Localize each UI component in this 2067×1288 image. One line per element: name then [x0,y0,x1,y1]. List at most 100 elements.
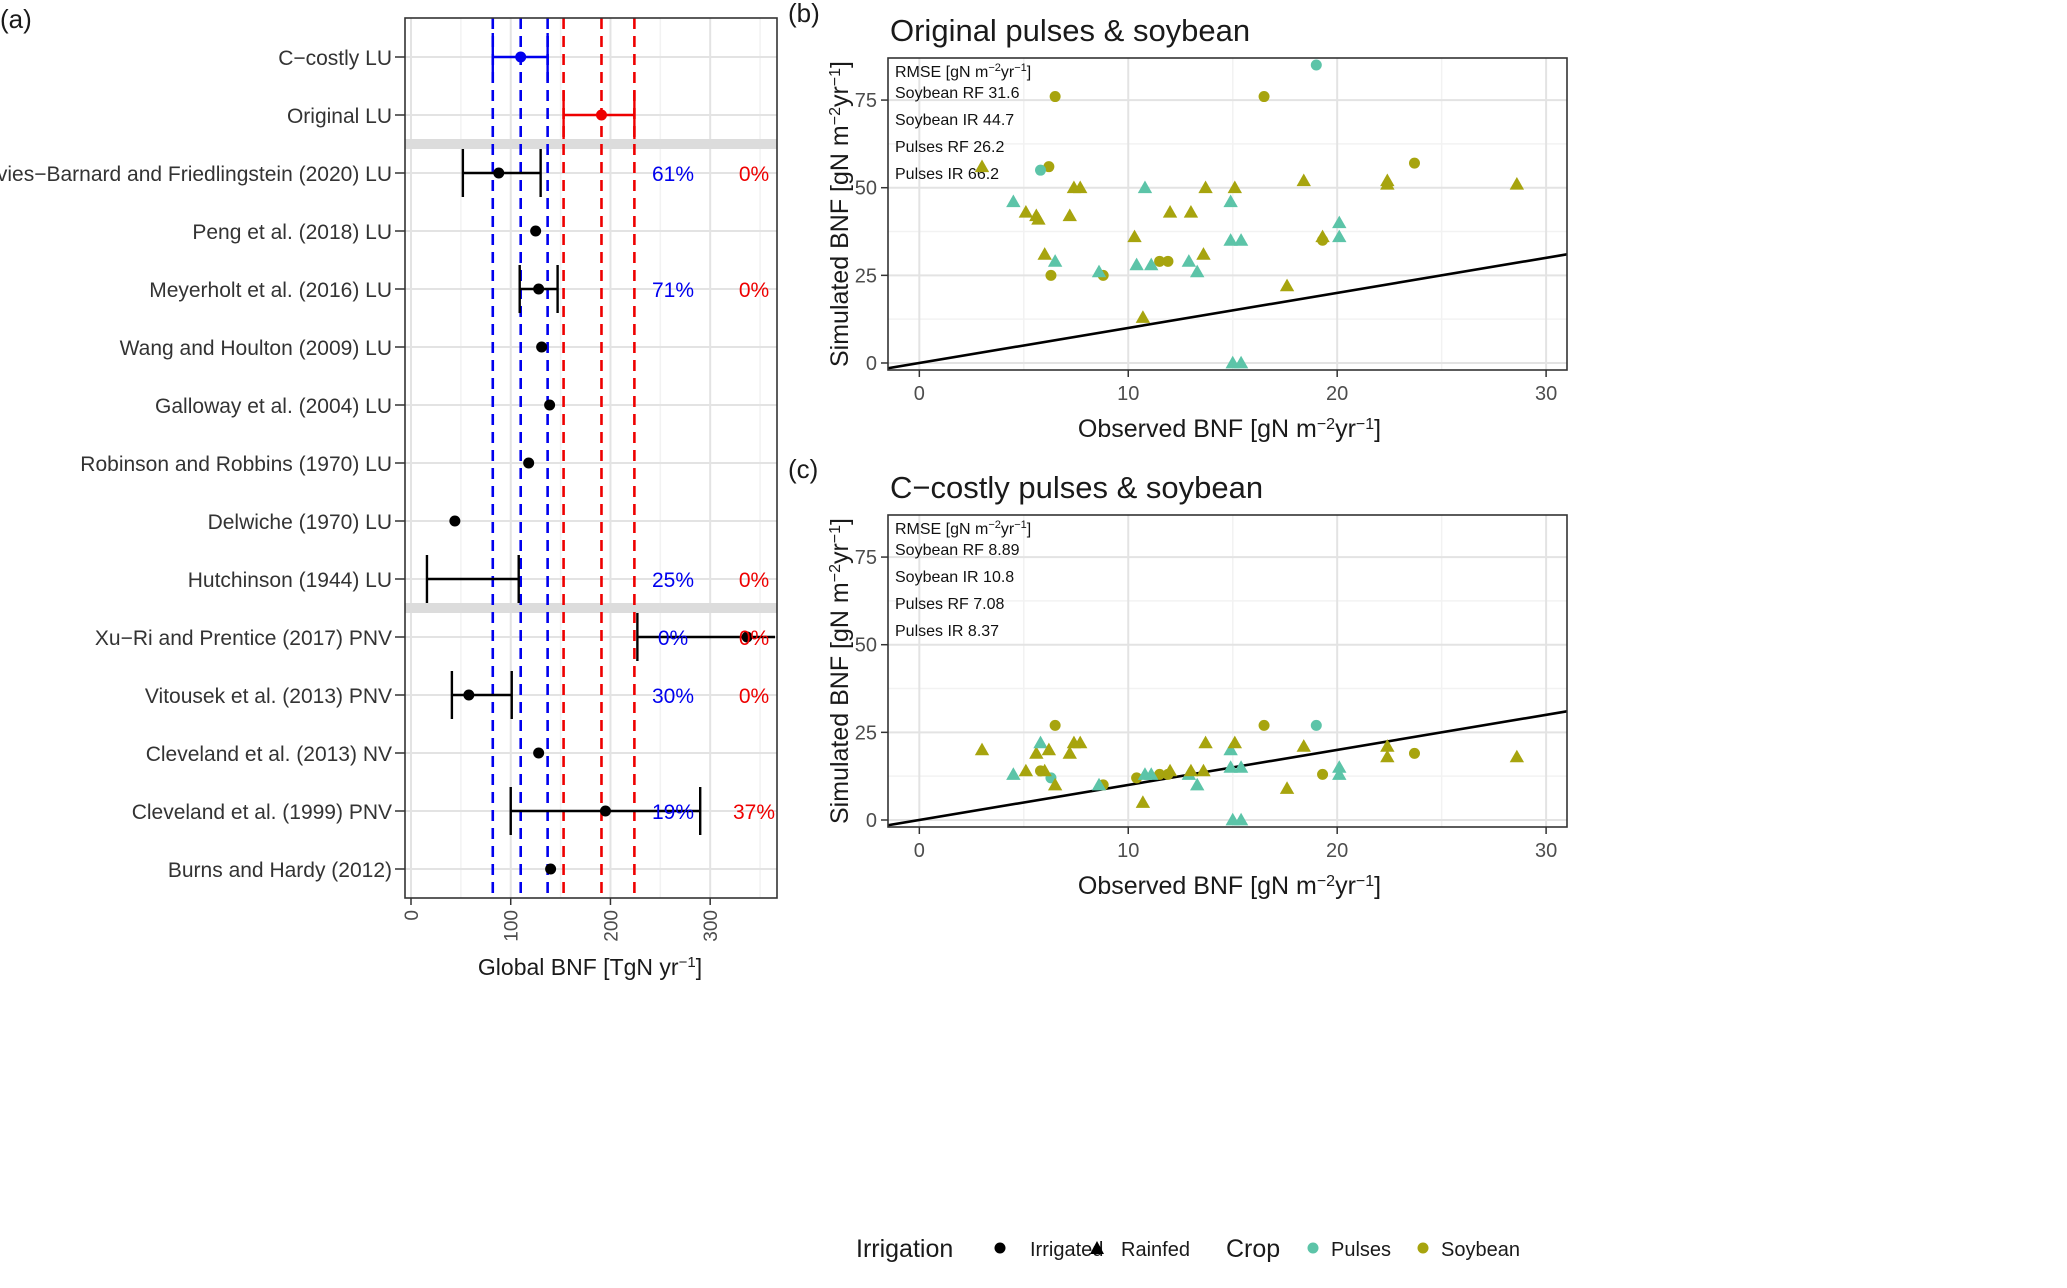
point-soybean-irrigated [1317,768,1329,780]
text-span: ] [826,518,854,525]
row-label: Original LU [287,105,392,128]
point-soybean-rainfed [1162,205,1178,218]
x-axis-title: Observed BNF [gN m−2yr−1] [1078,872,1381,900]
x-tick-label: 200 [601,910,622,942]
legend-soybean-marker [1417,1242,1429,1254]
superscript: −1 [1014,519,1027,531]
x-tick-label: 10 [1117,383,1139,405]
point-soybean-rainfed [1183,763,1199,777]
superscript: −1 [679,954,696,971]
legend: Irrigation Irrigated Rainfed Crop Pulses Soyb… [856,1235,1520,1263]
rmse-entry: Soybean IR 10.8 [895,569,1014,586]
estimate-point [599,805,611,817]
point-soybean-rainfed [1018,205,1034,218]
point-soybean-irrigated [1049,719,1061,731]
row-label: Burns and Hardy (2012) [168,859,392,882]
point-pulses-rainfed [1091,264,1107,278]
point-pulses-rainfed [1332,760,1347,773]
point-soybean-rainfed [1380,177,1395,190]
legend-rainfed-label: Rainfed [1121,1239,1190,1261]
point-soybean-rainfed [1296,739,1311,752]
point-soybean-rainfed [1041,742,1057,756]
estimate-point [515,51,527,63]
row-label: Robinson and Robbins (1970) LU [80,453,392,476]
point-soybean-irrigated [1154,255,1166,267]
rmse-entry: Soybean RF 8.89 [895,542,1020,559]
point-pulses-irrigated [1310,59,1322,71]
superscript: −2 [827,564,844,582]
point-soybean-irrigated [1049,91,1061,103]
point-soybean-rainfed [1296,173,1311,187]
superscript: −1 [1014,62,1027,74]
y-tick-label: 50 [855,178,877,200]
point-soybean-irrigated [1162,255,1174,267]
text-span: Simulated BNF [gN m [826,125,854,367]
estimate-point [533,283,545,295]
rmse-entry: Soybean IR 44.7 [895,112,1014,129]
point-pulses-rainfed [1223,760,1238,773]
x-tick-label: 20 [1326,840,1348,862]
point-soybean-rainfed [1073,735,1088,749]
row-label: Meyerholt et al. (2016) LU [149,279,392,302]
overlap-pct-red: 0% [739,569,769,592]
x-tick-label: 0 [402,910,423,921]
legend-rainfed-marker [1090,1241,1104,1254]
point-soybean-rainfed [1380,739,1395,752]
panel-label: (c) [788,454,818,484]
y-tick-label: 0 [866,353,877,375]
panel-a-plot-bg [405,18,777,898]
text-span: Simulated BNF [gN m [826,582,854,824]
text-span: Observed BNF [gN m [1078,415,1317,443]
row-label: Cleveland et al. (2013) NV [146,743,392,766]
legend-irrigated-label: Irrigated [1030,1239,1103,1261]
x-tick-label: 0 [914,383,925,405]
x-axis-title: Observed BNF [gN m−2yr−1] [1078,415,1381,443]
text-span: RMSE [gN m [895,521,988,538]
text-span: Observed BNF [gN m [1078,872,1317,900]
panel-a-label: (a) [0,4,32,34]
row-label: Peng et al. (2018) LU [192,221,392,244]
row-label: Hutchinson (1944) LU [188,569,392,592]
x-tick-label: 20 [1326,383,1348,405]
point-soybean-rainfed [1127,229,1142,243]
text-span: ] [1374,872,1381,900]
row-label: Davies−Barnard and Friedlingstein (2020)… [0,163,392,186]
point-soybean-irrigated [1045,269,1057,281]
point-soybean-rainfed [1509,177,1525,190]
legend-crop-title: Crop [1226,1235,1280,1263]
panel-label: (b) [788,0,820,28]
x-tick-label: 30 [1535,840,1557,862]
overlap-pct-red: 0% [739,279,769,302]
point-pulses-rainfed [1091,777,1107,791]
x-tick-label: 300 [701,910,722,942]
x-tick-label: 30 [1535,383,1557,405]
point-soybean-irrigated [1408,747,1420,759]
row-label: Vitousek et al. (2013) PNV [145,685,392,708]
point-soybean-rainfed [1315,229,1330,243]
row-label: C−costly LU [278,47,392,70]
estimate-point [523,457,535,469]
text-span: ] [1374,415,1381,443]
point-soybean-rainfed [1196,763,1211,777]
y-axis-title: Simulated BNF [gN m−2yr−1] [826,61,854,367]
estimate-point [530,225,542,237]
group-separator [405,139,777,149]
point-pulses-rainfed [1233,233,1249,246]
legend-pulses-label: Pulses [1331,1239,1391,1261]
rmse-entry: Pulses RF 26.2 [895,139,1004,156]
plot-bg [888,58,1567,370]
point-soybean-rainfed [1062,208,1077,222]
text-span: yr [1335,415,1356,443]
panel-a: (a) C−costly LU Original LU Davies−Barnard … [0,4,778,980]
x-tick-label: 10 [1117,840,1139,862]
point-pulses-rainfed [1006,194,1021,208]
superscript: −1 [1356,416,1374,433]
y-tick-label: 75 [855,90,877,112]
point-soybean-irrigated [1043,161,1055,173]
estimate-point [536,341,548,353]
rmse-title: RMSE [gN m−2yr−1] [895,519,1031,538]
overlap-pct-blue: 30% [652,685,694,708]
point-soybean-irrigated [1131,772,1143,784]
